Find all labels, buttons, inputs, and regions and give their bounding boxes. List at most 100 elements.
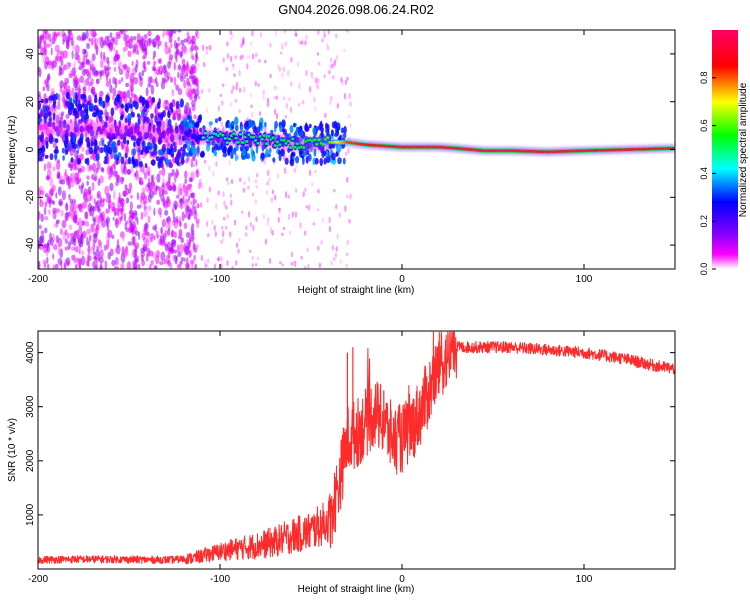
heatmap-noise-cell [209,44,213,52]
heatmap-noise-cell [188,250,192,259]
heatmap-noise-cell [88,234,92,242]
heatmap-noise-cell [78,203,83,210]
heatmap-noise-cell [42,259,47,265]
heatmap-noise-cell [123,63,128,70]
heatmap-noise-cell [179,229,182,238]
heatmap-noise-cell [290,261,294,266]
heatmap-cell [126,139,130,145]
y-tick-label: -20 [25,190,36,205]
heatmap-noise-cell [189,249,193,257]
heatmap-noise-cell [188,239,191,249]
heatmap-noise-cell [97,178,101,186]
heatmap-noise-cell [74,85,80,92]
heatmap-noise-cell [83,80,87,90]
heatmap-noise-cell [235,260,238,266]
y-tick-label: 2000 [25,449,36,472]
heatmap-noise-cell [125,197,130,204]
colorbar: 0.0 0.2 0.4 0.6 0.8 Normalized spectral ampl… [699,30,749,275]
heatmap-noise-cell [315,77,318,84]
heatmap-cell [319,157,323,167]
heatmap-noise-cell [266,97,270,103]
heatmap-noise-cell [334,252,338,258]
heatmap-noise-cell [344,151,348,156]
heatmap-noise-cell [143,205,147,211]
heatmap-ridge-core [201,136,205,140]
heatmap-noise-cell [65,202,68,210]
heatmap-noise-cell [129,221,133,228]
heatmap-noise-cell [198,95,201,100]
heatmap-noise-cell [132,35,137,41]
heatmap-noise-cell [180,39,185,46]
heatmap-noise-cell [194,92,198,102]
heatmap-cell [141,147,146,153]
heatmap-noise-cell [343,92,347,100]
heatmap-noise-cell [287,213,291,221]
heatmap-noise-cell [180,257,184,262]
heatmap-noise-cell [46,75,50,84]
heatmap-noise-cell [75,246,79,253]
heatmap-noise-cell [175,84,180,91]
heatmap-cell [99,101,104,107]
heatmap-noise-cell [114,36,118,46]
heatmap-noise-cell [176,219,180,224]
heatmap-noise-cell [193,114,197,120]
heatmap-noise-cell [149,237,153,243]
heatmap-noise-cell [89,155,93,160]
heatmap-noise-cell [185,102,190,111]
heatmap-noise-cell [50,237,54,247]
heatmap-cell [76,110,80,119]
heatmap-noise-cell [331,64,334,69]
heatmap-noise-cell [315,82,319,89]
heatmap-noise-cell [147,83,152,88]
heatmap-noise-cell [90,64,94,71]
heatmap-noise-cell [158,65,164,75]
heatmap-noise-cell [150,174,153,184]
heatmap-noise-cell [348,218,351,224]
heatmap-noise-cell [88,196,92,202]
colorbar-ticks: 0.0 0.2 0.4 0.6 0.8 [699,72,716,275]
heatmap-cell [40,151,45,158]
heatmap-noise-cell [328,225,332,233]
heatmap-noise-cell [78,84,81,92]
heatmap-cell [265,148,269,157]
heatmap-cell [142,140,146,149]
heatmap-noise-cell [68,73,73,79]
heatmap-noise-cell [290,81,293,87]
heatmap-noise-cell [86,58,90,65]
heatmap-noise-cell [203,259,207,266]
heatmap-cell [312,157,316,166]
heatmap-cell [175,153,180,162]
heatmap-noise-cell [164,229,168,238]
heatmap-ridge-core [265,142,269,146]
heatmap-noise-cell [57,186,62,196]
heatmap-noise-cell [238,87,242,93]
heatmap-noise-cell [191,160,194,167]
heatmap-noise-cell [162,197,166,208]
heatmap-noise-cell [238,87,242,94]
heatmap-noise-cell [289,106,293,114]
heatmap-cell [101,139,105,147]
heatmap-cell [72,109,77,114]
heatmap-noise-cell [323,30,326,38]
heatmap-cell [144,163,148,169]
heatmap-noise-cell [153,207,156,216]
heatmap-noise-cell [42,244,48,248]
heatmap-noise-cell [314,106,317,112]
heatmap-noise-cell [142,151,146,159]
snr-y-axis-label: SNR (10 * v/v) [7,418,18,482]
heatmap-noise-cell [146,38,152,47]
heatmap-noise-cell [64,169,67,177]
heatmap-noise-cell [59,67,64,76]
heatmap-noise-cell [349,193,352,200]
heatmap-noise-cell [71,211,76,221]
heatmap-noise-cell [273,95,276,101]
heatmap-noise-cell [158,238,163,246]
heatmap-noise-cell [73,158,77,167]
heatmap-noise-cell [333,188,336,193]
heatmap-cell [114,97,119,102]
heatmap-noise-cell [306,247,309,253]
heatmap-noise-cell [303,265,307,269]
heatmap-noise-cell [119,216,123,222]
heatmap-cell [146,116,150,124]
heatmap-noise-cell [160,184,166,194]
